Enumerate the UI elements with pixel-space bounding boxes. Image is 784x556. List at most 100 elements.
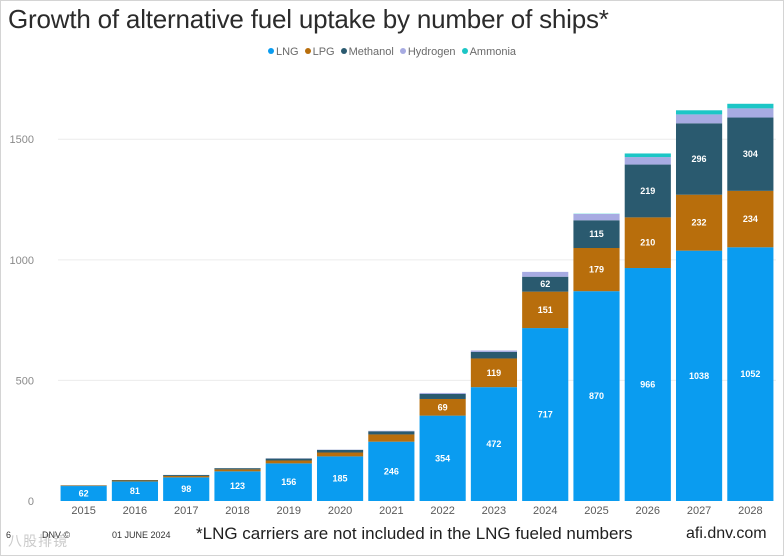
bar-lpg: [675, 194, 723, 251]
data-label: 354: [435, 453, 450, 463]
x-tick-label: 2019: [277, 505, 301, 517]
footnote: *LNG carriers are not included in the LN…: [196, 524, 633, 543]
data-label: 179: [589, 265, 604, 275]
bar-lng: [316, 456, 364, 501]
data-label: 81: [130, 486, 140, 496]
data-label: 296: [692, 154, 707, 164]
x-tick-label: 2021: [379, 505, 403, 517]
x-tick-label: 2018: [225, 505, 249, 517]
bar-lpg: [111, 480, 159, 482]
data-label: 119: [487, 368, 502, 378]
data-label: 717: [538, 410, 553, 420]
legend-label: Hydrogen: [407, 46, 456, 58]
x-tick-label: 2015: [71, 505, 95, 517]
bar-lpg: [265, 460, 312, 464]
y-tick-label: 0: [28, 496, 34, 508]
data-label: 62: [540, 279, 550, 289]
y-tick-label: 1000: [10, 255, 34, 267]
data-label: 232: [692, 218, 707, 228]
x-tick-label: 2024: [533, 505, 557, 517]
bar-methanol: [214, 468, 261, 470]
bar-lpg: [727, 190, 774, 248]
bar-lng: [470, 387, 518, 501]
bar-lpg: [522, 291, 569, 329]
bar-methanol: [675, 123, 723, 195]
x-tick-label: 2016: [123, 505, 147, 517]
legend-label: Methanol: [348, 46, 394, 58]
data-label: 115: [589, 229, 604, 239]
data-label: 1038: [689, 371, 709, 381]
legend-swatch: [267, 48, 274, 54]
data-label: 1052: [740, 369, 760, 379]
bar-lpg: [624, 217, 671, 269]
bar-methanol: [265, 458, 312, 461]
data-label: 472: [486, 439, 501, 449]
chart-title: Growth of alternative fuel uptake by num…: [8, 4, 609, 34]
data-label: 246: [384, 466, 399, 476]
legend-swatch: [304, 48, 311, 54]
bar-methanol: [573, 220, 620, 249]
data-label: 185: [333, 474, 348, 484]
watermark: 八股排镜: [8, 533, 68, 549]
x-tick-label: 2020: [328, 505, 352, 517]
bar-methanol: [419, 393, 466, 399]
legend-item-ammonia: Ammonia: [461, 46, 517, 58]
bar-methanol: [470, 351, 518, 359]
bar-hydrogen: [419, 392, 466, 394]
bar-hydrogen: [573, 214, 620, 221]
bar-lpg: [163, 475, 210, 478]
data-label: 62: [79, 489, 89, 499]
bar-hydrogen: [675, 114, 723, 124]
data-label: 156: [281, 477, 296, 487]
bar-hydrogen: [470, 350, 518, 352]
bar-lng: [163, 477, 210, 501]
bar-hydrogen: [522, 271, 569, 277]
legend-item-lpg: LPG: [304, 46, 335, 58]
bar-ammonia: [675, 110, 723, 115]
bar-lng: [675, 250, 723, 501]
data-label: 234: [743, 214, 758, 224]
x-tick-label: 2026: [636, 505, 660, 517]
x-tick-label: 2022: [430, 505, 454, 517]
data-label: 870: [589, 391, 604, 401]
x-tick-label: 2017: [174, 505, 198, 517]
date: 01 JUNE 2024: [112, 530, 171, 540]
data-label: 123: [230, 481, 245, 491]
legend-label: LNG: [275, 46, 299, 58]
legend-item-methanol: Methanol: [340, 46, 394, 58]
x-tick-label: 2025: [584, 505, 608, 517]
bar-methanol: [163, 474, 210, 476]
data-label: 69: [438, 402, 448, 412]
bar-lng: [214, 471, 261, 501]
bar-lpg: [368, 434, 415, 442]
data-label: 219: [640, 186, 655, 196]
data-label: 304: [743, 149, 758, 159]
bar-lng: [368, 441, 415, 501]
copyright: DNV ©: [42, 530, 71, 540]
bar-methanol: [727, 117, 774, 191]
bar-methanol: [624, 164, 671, 218]
legend: LNG LPG Methanol Hydrogen Ammonia: [0, 46, 784, 58]
footer: 6 DNV © 01 JUNE 2024 *LNG carriers are n…: [0, 524, 784, 546]
page-number: 6: [6, 530, 12, 540]
bar-lng: [265, 463, 312, 501]
data-label: 98: [181, 484, 191, 494]
x-tick-label: 2023: [482, 505, 506, 517]
bar-lpg: [470, 358, 518, 388]
bar-lng: [419, 415, 466, 501]
bar-lpg: [573, 248, 620, 292]
legend-swatch: [399, 48, 406, 54]
bar-methanol: [316, 449, 364, 453]
x-tick-label: 2027: [687, 505, 711, 517]
bar-hydrogen: [727, 108, 774, 118]
data-label: 210: [640, 238, 655, 248]
bar-lng: [111, 481, 159, 501]
legend-label: Ammonia: [469, 46, 517, 58]
bar-lpg: [214, 469, 261, 472]
data-label: 151: [538, 305, 553, 315]
bar-lpg: [419, 398, 466, 416]
legend-label: LPG: [312, 46, 335, 58]
website: afi.dnv.com: [686, 525, 767, 542]
bar-lng: [573, 291, 620, 501]
legend-item-hydrogen: Hydrogen: [399, 46, 456, 58]
